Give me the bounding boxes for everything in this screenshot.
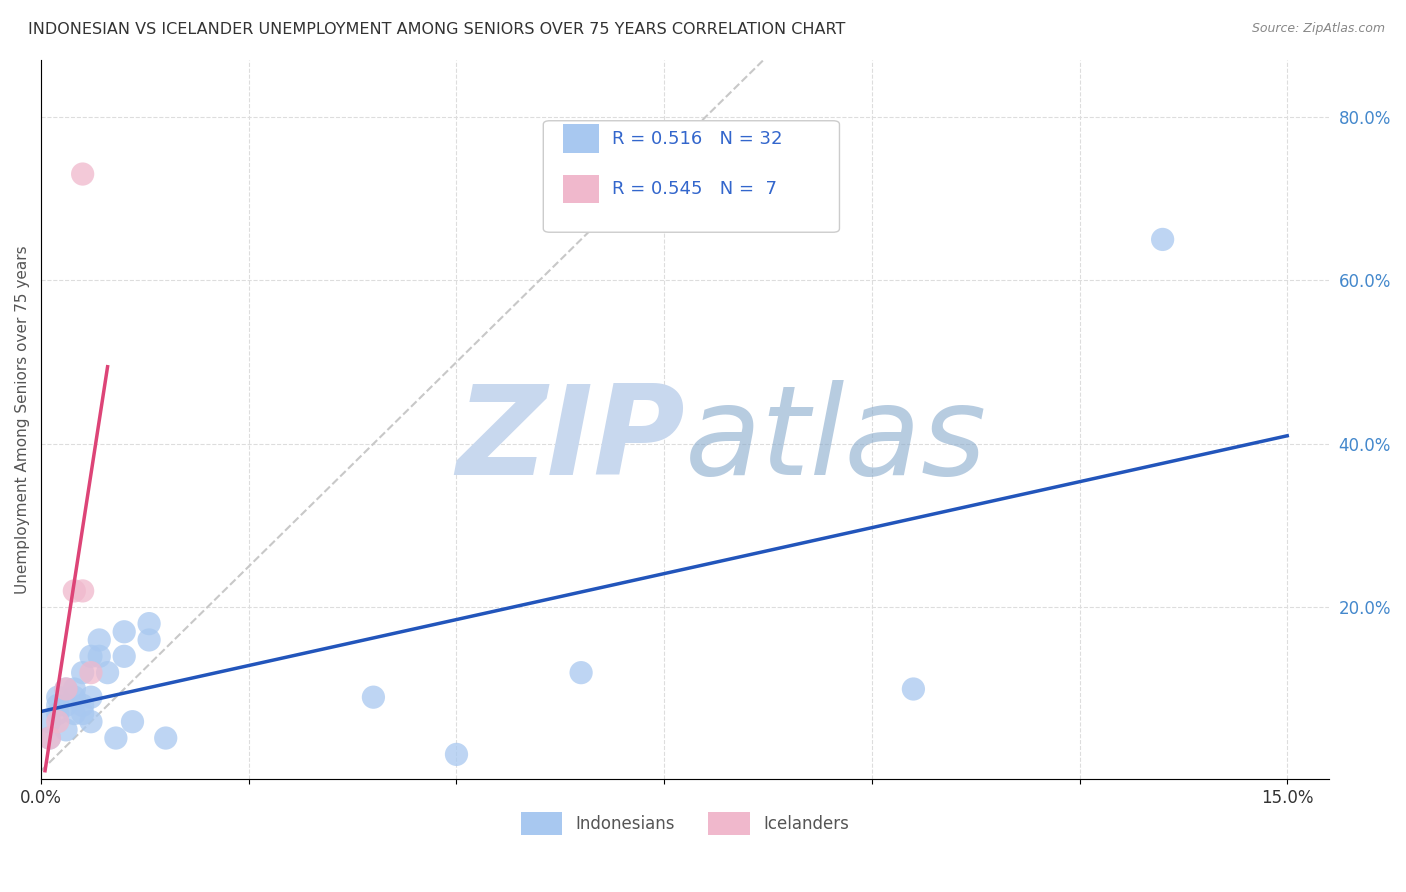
Point: [903, 681, 925, 696]
Point: [38, 731, 60, 745]
Legend: Indonesians, Icelanders: Indonesians, Icelanders: [520, 812, 849, 835]
Point: [46, 690, 69, 705]
Point: [46, 706, 69, 721]
Point: [72, 583, 94, 598]
Point: [155, 731, 177, 745]
Text: atlas: atlas: [685, 380, 987, 501]
Point: [446, 747, 468, 762]
Point: [55, 723, 77, 737]
Point: [97, 665, 120, 680]
Y-axis label: Unemployment Among Seniors over 75 years: Unemployment Among Seniors over 75 years: [15, 245, 30, 593]
Point: [46, 714, 69, 729]
Point: [89, 649, 111, 664]
Point: [80, 714, 103, 729]
Text: ZIP: ZIP: [456, 380, 685, 501]
Point: [80, 690, 103, 705]
Point: [55, 698, 77, 713]
Point: [104, 731, 127, 745]
Point: [1152, 232, 1174, 246]
Point: [80, 665, 103, 680]
Point: [363, 690, 385, 705]
Point: [38, 714, 60, 729]
Text: INDONESIAN VS ICELANDER UNEMPLOYMENT AMONG SENIORS OVER 75 YEARS CORRELATION CHA: INDONESIAN VS ICELANDER UNEMPLOYMENT AMO…: [28, 22, 845, 37]
Point: [89, 632, 111, 647]
Point: [112, 649, 135, 664]
Text: R = 0.516   N = 32: R = 0.516 N = 32: [612, 129, 782, 148]
FancyBboxPatch shape: [562, 175, 599, 203]
Point: [72, 698, 94, 713]
Point: [63, 681, 86, 696]
Point: [55, 681, 77, 696]
Point: [72, 167, 94, 181]
Point: [55, 681, 77, 696]
Point: [138, 616, 160, 631]
Point: [138, 632, 160, 647]
Point: [569, 665, 592, 680]
Point: [38, 731, 60, 745]
Point: [112, 624, 135, 639]
Point: [63, 706, 86, 721]
Text: R = 0.545   N =  7: R = 0.545 N = 7: [612, 180, 776, 198]
Point: [72, 665, 94, 680]
FancyBboxPatch shape: [543, 120, 839, 232]
Text: Source: ZipAtlas.com: Source: ZipAtlas.com: [1251, 22, 1385, 36]
Point: [121, 714, 143, 729]
Point: [46, 698, 69, 713]
Point: [80, 649, 103, 664]
FancyBboxPatch shape: [562, 124, 599, 153]
Point: [72, 706, 94, 721]
Point: [63, 583, 86, 598]
Point: [63, 690, 86, 705]
